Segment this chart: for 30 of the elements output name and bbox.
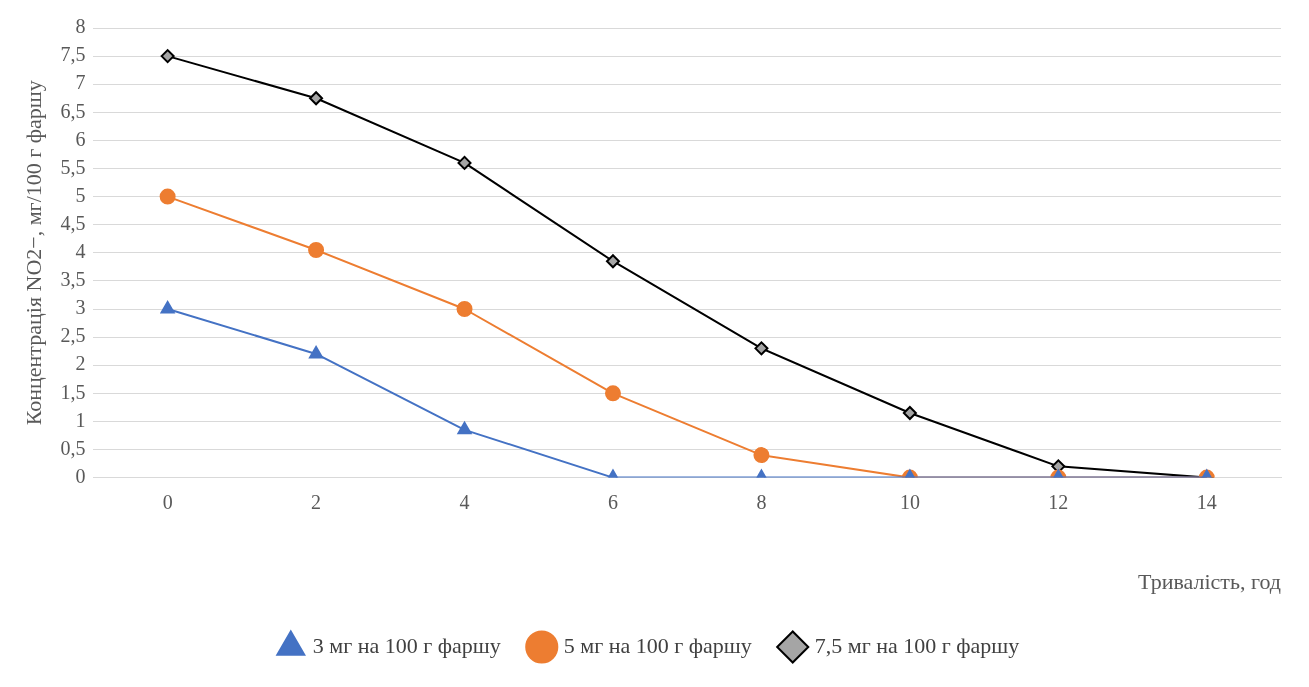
y-tick-label: 4 [75,240,86,263]
x-tick-label: 0 [162,490,173,513]
y-tick-label: 0,5 [60,436,86,459]
x-tick-label: 6 [607,490,618,513]
x-tick-label: 2 [311,490,322,513]
legend-label: 3 мг на 100 г фаршу [312,632,501,658]
y-tick-label: 2 [75,352,86,375]
legend-label: 5 мг на 100 г фаршу [563,632,752,658]
x-tick-label: 4 [459,490,470,513]
y-tick-label: 0 [75,464,86,487]
y-tick-label: 5,5 [60,155,86,178]
y-tick-label: 3,5 [60,268,86,291]
x-axis-title: Тривалість, год [1138,568,1281,594]
x-tick-label: 12 [1048,490,1069,513]
y-tick-label: 6,5 [60,99,86,122]
y-tick-label: 3 [75,296,86,319]
y-tick-label: 7,5 [60,43,86,66]
y-tick-label: 5 [75,183,86,206]
legend-label: 7,5 мг на 100 г фаршу [814,632,1020,658]
y-tick-label: 7 [75,71,86,94]
x-tick-label: 14 [1196,490,1217,513]
y-tick-label: 2,5 [60,324,86,347]
x-tick-label: 8 [756,490,767,513]
y-tick-label: 4,5 [60,211,86,234]
y-tick-label: 1 [75,408,86,431]
y-axis-title: Концентрація NO2−, мг/100 г фаршу [20,80,46,426]
y-tick-label: 1,5 [60,380,86,403]
y-tick-label: 6 [75,127,86,150]
y-tick-label: 8 [75,15,86,38]
x-tick-label: 10 [899,490,920,513]
